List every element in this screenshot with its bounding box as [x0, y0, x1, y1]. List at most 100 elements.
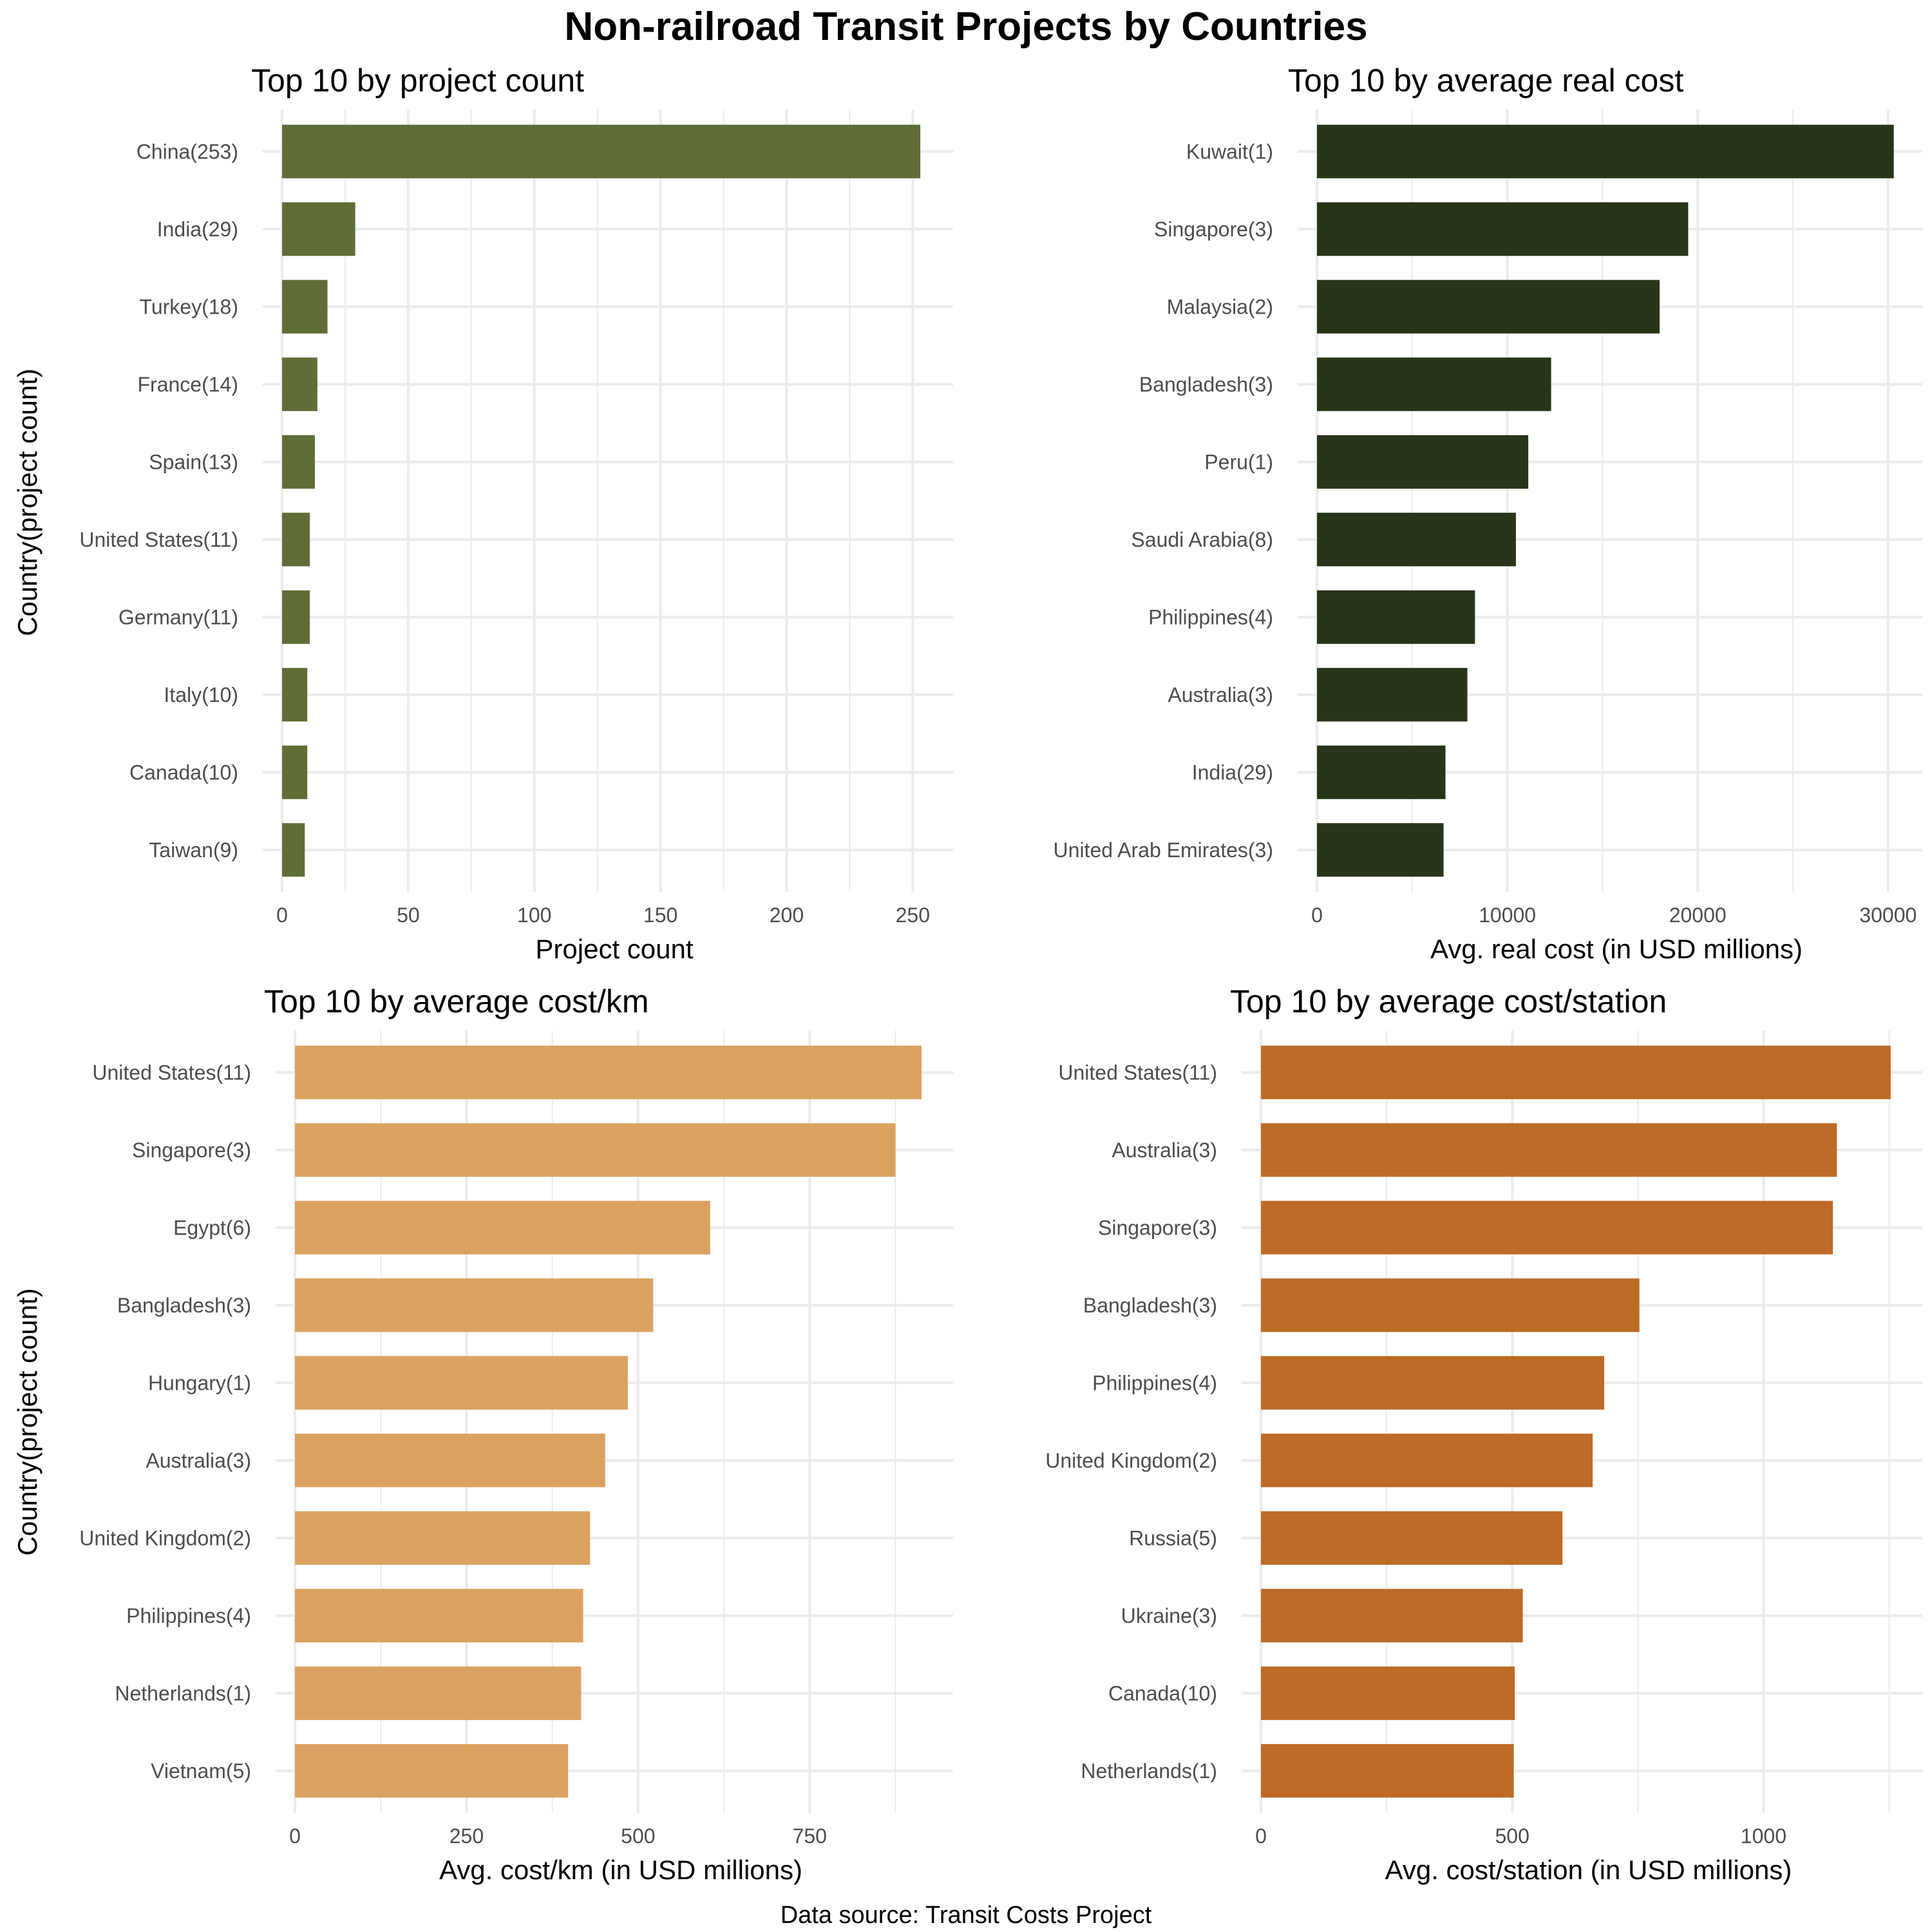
category-label: Vietnam(5) — [151, 1759, 251, 1783]
chart-main-title: Non-railroad Transit Projects by Countri… — [564, 5, 1367, 49]
bar — [295, 1744, 569, 1798]
category-label: Italy(10) — [164, 683, 238, 706]
x-tick-label: 200 — [770, 904, 804, 927]
category-label: Canada(10) — [1108, 1681, 1217, 1705]
category-label: Bangladesh(3) — [1083, 1294, 1217, 1317]
category-label: Australia(3) — [146, 1449, 251, 1472]
bar — [282, 202, 355, 256]
chart-panels: China(253) India(29) Turkey(18) France(14) S… — [12, 62, 1922, 1885]
category-label: Saudi Arabia(8) — [1131, 528, 1273, 551]
bar — [1317, 745, 1446, 799]
category-label: India(29) — [157, 218, 238, 241]
category-label: China(253) — [137, 140, 238, 163]
bar — [1261, 1589, 1523, 1643]
y-axis-label: Country(project count) — [12, 1288, 43, 1556]
category-label: Taiwan(9) — [149, 838, 238, 862]
category-label: Spain(13) — [149, 450, 238, 473]
category-label: India(29) — [1192, 761, 1273, 784]
category-label: Egypt(6) — [173, 1216, 251, 1239]
bar — [295, 1045, 922, 1099]
bar — [282, 668, 308, 722]
panel-title: Top 10 by average cost/station — [1230, 983, 1667, 1019]
category-label: Canada(10) — [129, 761, 238, 784]
chart-caption: Data source: Transit Costs Project — [781, 1902, 1152, 1929]
category-label: Hungary(1) — [148, 1371, 251, 1394]
x-tick-label: 250 — [450, 1824, 484, 1848]
bar — [282, 823, 305, 877]
chart-panel-4: United States(11) Australia(3) Singapore(3… — [1045, 983, 1922, 1885]
y-axis-label: Country(project count) — [12, 368, 43, 636]
bar — [282, 435, 315, 489]
bar — [1261, 1511, 1563, 1565]
chart-panel-1: China(253) India(29) Turkey(18) France(14) S… — [12, 62, 953, 964]
chart-panel-3: United States(11) Singapore(3) Egypt(6) Ban… — [12, 983, 953, 1885]
bar — [1317, 823, 1444, 877]
x-tick-label: 0 — [1255, 1824, 1267, 1848]
category-label: Bangladesh(3) — [117, 1294, 251, 1317]
bar — [295, 1356, 628, 1410]
bar — [295, 1123, 896, 1177]
x-axis-label: Avg. real cost (in USD millions) — [1430, 934, 1803, 964]
bar — [282, 124, 921, 178]
category-label: Singapore(3) — [1098, 1216, 1217, 1239]
bar — [295, 1278, 654, 1332]
bar — [295, 1589, 583, 1643]
category-label: Singapore(3) — [1154, 218, 1273, 241]
category-label: United Kingdom(2) — [1045, 1449, 1217, 1472]
category-label: Kuwait(1) — [1186, 140, 1273, 163]
category-label: Turkey(18) — [139, 295, 238, 318]
category-label: Netherlands(1) — [1081, 1759, 1217, 1783]
bar — [1317, 279, 1660, 334]
x-tick-label: 1000 — [1741, 1824, 1786, 1848]
x-tick-label: 150 — [643, 904, 677, 927]
category-label: Peru(1) — [1204, 450, 1273, 473]
category-label: United States(11) — [79, 528, 238, 551]
bar — [282, 513, 310, 567]
category-label: Russia(5) — [1129, 1526, 1217, 1549]
category-label: Australia(3) — [1168, 683, 1273, 706]
category-label: Germany(11) — [118, 605, 238, 629]
bar — [1261, 1356, 1605, 1410]
category-label: Australia(3) — [1112, 1139, 1217, 1162]
bar — [295, 1200, 710, 1255]
bar — [1317, 435, 1529, 489]
bar — [1317, 202, 1689, 256]
x-tick-label: 750 — [793, 1824, 827, 1848]
category-label: Philippines(4) — [1092, 1371, 1217, 1394]
category-label: United States(11) — [92, 1061, 251, 1084]
x-tick-label: 30000 — [1859, 904, 1917, 927]
bar — [1261, 1123, 1837, 1177]
bar — [282, 745, 308, 799]
bar — [1317, 513, 1516, 567]
x-axis-label: Avg. cost/station (in USD millions) — [1385, 1855, 1792, 1885]
category-label: Netherlands(1) — [115, 1681, 251, 1705]
category-label: Singapore(3) — [132, 1139, 251, 1162]
bar — [1261, 1666, 1515, 1720]
x-tick-label: 500 — [621, 1824, 655, 1848]
x-tick-label: 20000 — [1669, 904, 1727, 927]
category-label: France(14) — [138, 373, 239, 396]
x-axis-label: Avg. cost/km (in USD millions) — [439, 1855, 802, 1885]
category-label: Malaysia(2) — [1167, 295, 1273, 318]
bar — [1317, 357, 1551, 412]
x-tick-label: 0 — [289, 1824, 301, 1848]
bar — [282, 590, 310, 644]
bar — [1317, 124, 1894, 178]
x-axis-label: Project count — [535, 934, 693, 964]
category-label: United Arab Emirates(3) — [1054, 838, 1273, 862]
bar — [1317, 590, 1475, 644]
panel-title: Top 10 by average cost/km — [264, 983, 649, 1019]
x-tick-label: 50 — [397, 904, 420, 927]
bar — [295, 1511, 591, 1565]
bar — [282, 279, 328, 334]
x-tick-label: 10000 — [1479, 904, 1536, 927]
category-label: United States(11) — [1058, 1061, 1217, 1084]
category-label: Philippines(4) — [1148, 605, 1273, 629]
bar — [1261, 1200, 1833, 1255]
bar — [1261, 1278, 1640, 1332]
bar — [1317, 668, 1468, 722]
category-label: Bangladesh(3) — [1139, 373, 1273, 396]
x-tick-label: 0 — [1311, 904, 1323, 927]
category-label: Ukraine(3) — [1121, 1604, 1217, 1627]
panel-title: Top 10 by average real cost — [1288, 62, 1683, 99]
